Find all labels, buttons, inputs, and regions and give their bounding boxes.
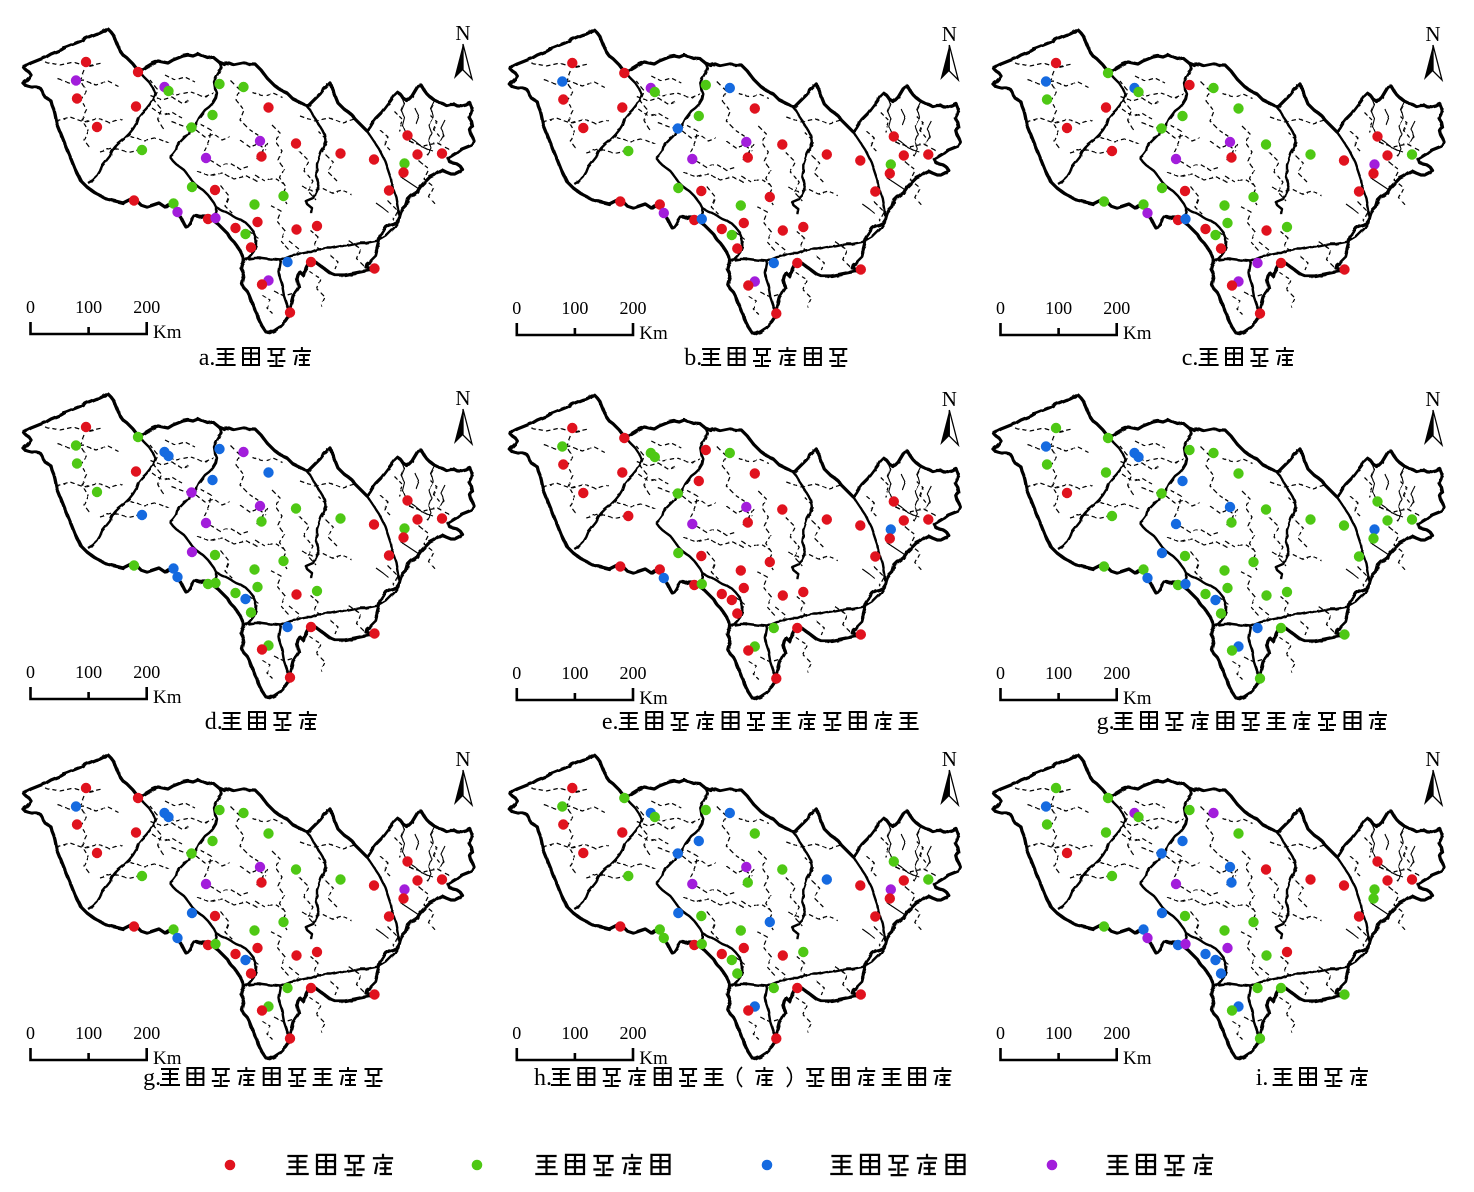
svg-text:c.: c.	[1182, 345, 1199, 371]
svg-text:g.: g.	[1097, 709, 1115, 735]
svg-text:a.: a.	[199, 345, 216, 371]
svg-text:d.: d.	[205, 709, 223, 735]
svg-text:h.: h.	[534, 1065, 552, 1091]
svg-text:g.: g.	[143, 1065, 161, 1091]
svg-text:b.: b.	[684, 345, 702, 371]
svg-text:e.: e.	[602, 709, 619, 735]
svg-text:i.: i.	[1256, 1065, 1269, 1091]
